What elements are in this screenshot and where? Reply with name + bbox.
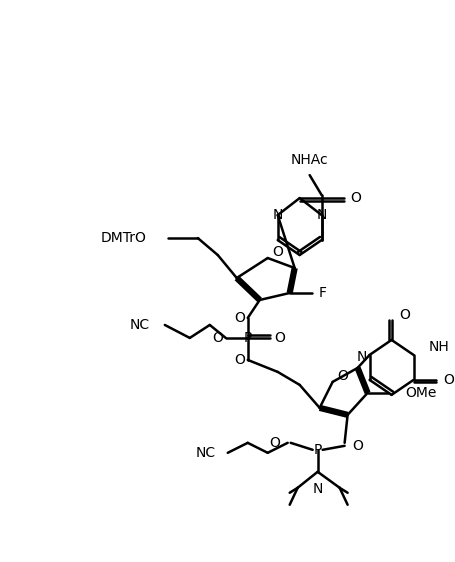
Text: O: O — [212, 331, 222, 345]
Text: NH: NH — [428, 340, 448, 354]
Text: O: O — [336, 369, 347, 383]
Text: O: O — [443, 373, 453, 387]
Text: O: O — [352, 439, 363, 453]
Text: DMTrO: DMTrO — [101, 231, 147, 245]
Text: F: F — [318, 286, 326, 300]
Text: NC: NC — [129, 318, 150, 332]
Text: O: O — [268, 436, 279, 450]
Text: P: P — [243, 331, 251, 345]
Text: O: O — [273, 331, 284, 345]
Text: NHAc: NHAc — [290, 153, 328, 167]
Text: O: O — [234, 353, 245, 367]
Text: N: N — [272, 208, 282, 222]
Text: OMe: OMe — [404, 386, 436, 400]
Text: NC: NC — [195, 446, 215, 460]
Text: P: P — [313, 443, 321, 457]
Text: O: O — [399, 308, 410, 322]
Text: N: N — [312, 482, 322, 496]
Text: O: O — [272, 245, 283, 259]
Text: N: N — [356, 350, 366, 364]
Text: O: O — [349, 191, 360, 205]
Text: N: N — [316, 208, 326, 222]
Text: O: O — [234, 311, 245, 325]
